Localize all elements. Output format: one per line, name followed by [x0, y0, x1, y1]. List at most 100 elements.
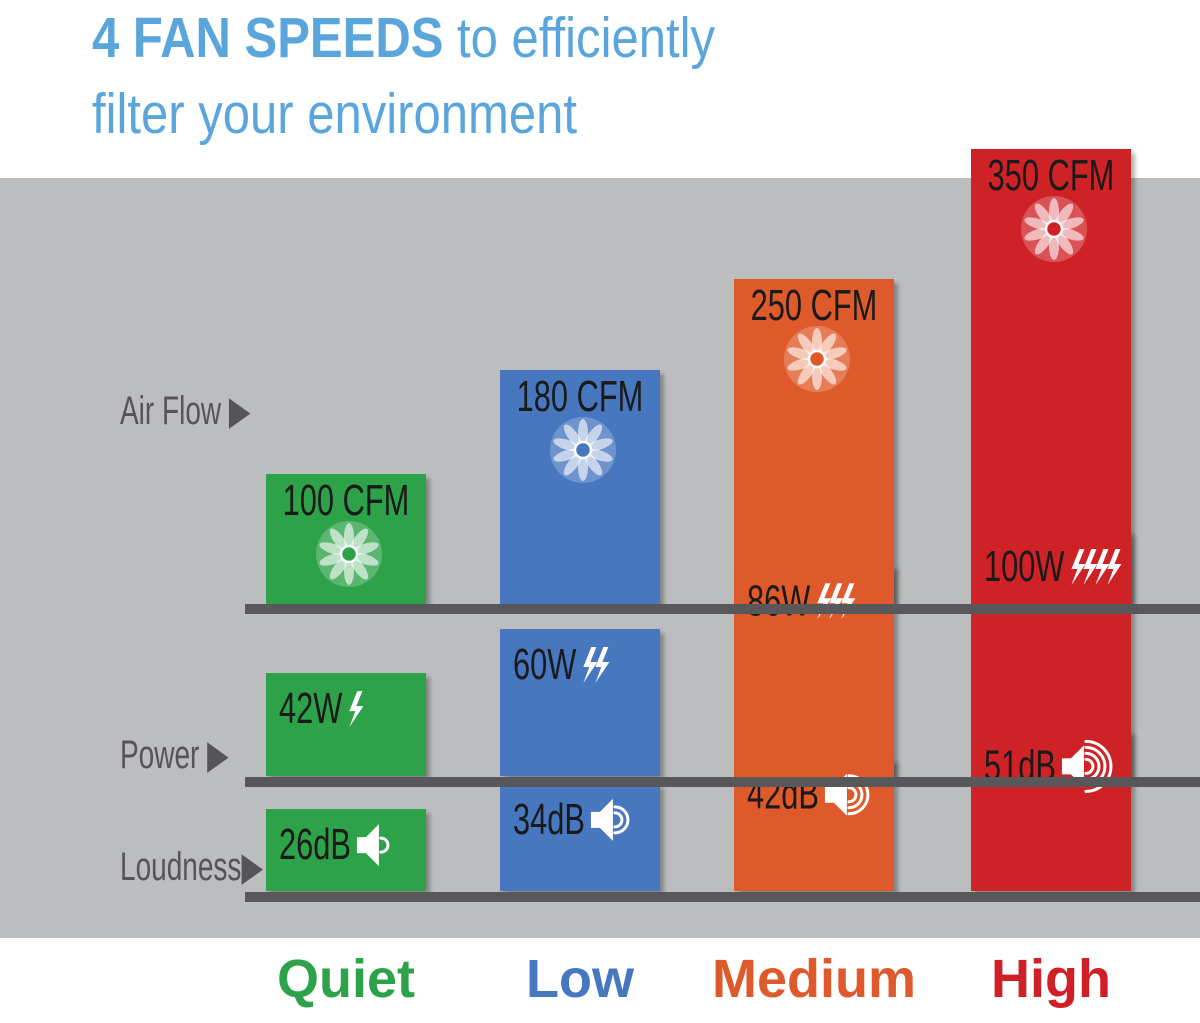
fan-blade — [585, 438, 613, 452]
speaker-wave — [1084, 739, 1113, 793]
lightning-bolt-icon — [1071, 549, 1122, 585]
bolt — [595, 647, 610, 683]
bolt — [1107, 549, 1122, 585]
speaker-icon — [590, 798, 630, 841]
fan-blade — [1034, 231, 1054, 255]
power-bar-medium — [734, 565, 894, 776]
baseline-airflow — [245, 604, 1200, 614]
fan-blade — [819, 357, 847, 371]
fan-blade — [563, 452, 583, 476]
fan-blade — [585, 448, 613, 462]
speed-labels: Quiet Low Medium High — [0, 938, 1200, 1023]
baseline-power — [245, 777, 1200, 787]
bolt — [1071, 549, 1086, 585]
power-row-label-text: Power — [120, 733, 200, 777]
fan-blade — [553, 448, 581, 462]
power-bar-quiet — [266, 673, 426, 776]
fan-hub — [339, 544, 359, 564]
headline-line-2: filter your environment — [92, 82, 577, 146]
airflow-value-label: 250 CFM — [751, 282, 878, 331]
baseline-loudness — [245, 892, 1200, 902]
fan-blade — [797, 361, 817, 385]
fan-blade — [553, 438, 581, 452]
lightning-bolt-icon — [583, 647, 610, 683]
loudness-value-label: 26dB — [279, 821, 351, 870]
fan-blade — [351, 542, 379, 556]
power-bar-low — [500, 629, 660, 776]
fan-icon — [316, 521, 382, 587]
fan-icon — [1021, 196, 1087, 262]
fan-blade — [797, 333, 817, 357]
fan-blade — [817, 333, 837, 357]
power-row-label: Power ▶ — [120, 732, 229, 778]
power-value-label: 60W — [513, 641, 576, 690]
fan-blade — [349, 528, 369, 552]
speaker-icon — [1061, 739, 1113, 793]
loudness-bar-low — [500, 783, 660, 891]
power-value-label: 42W — [279, 685, 342, 734]
fan-blade — [351, 552, 379, 566]
speed-label-low: Low — [526, 949, 634, 1009]
airflow-value-label: 350 CFM — [988, 152, 1115, 201]
power-arrow-icon: ▶ — [207, 733, 229, 777]
fan-blade — [1056, 227, 1084, 241]
airflow-value-label: 180 CFM — [517, 373, 644, 422]
fan-blade — [583, 452, 603, 476]
fan-blade — [349, 556, 369, 580]
fan-blade — [329, 528, 349, 552]
airflow-row-label-text: Air Flow — [120, 389, 222, 433]
loudness-row-label: Loudness▶ — [120, 844, 263, 890]
speaker-icon — [356, 824, 390, 867]
power-value-label: 86W — [747, 577, 810, 626]
fan-blade — [1054, 231, 1074, 255]
speed-label-medium: Medium — [711, 949, 916, 1009]
fan-blade — [319, 542, 347, 556]
fan-blade — [329, 556, 349, 580]
fan-hub — [807, 349, 827, 369]
speaker-body — [1061, 745, 1084, 788]
headline-rest: to efficiently — [443, 6, 716, 70]
fan-blade — [563, 424, 583, 448]
speaker-wave — [613, 811, 624, 829]
fan-blade — [787, 347, 815, 361]
fan-blade — [819, 347, 847, 361]
airflow-bar-low — [500, 370, 660, 604]
fan-blade — [817, 361, 837, 385]
fan-hub — [573, 440, 593, 460]
loudness-bar-quiet — [266, 809, 426, 891]
speed-label-high: High — [991, 949, 1111, 1009]
lightning-bolt-icon — [349, 691, 364, 728]
airflow-value-label: 100 CFM — [283, 477, 410, 526]
headline: 4 FAN SPEEDS to efficiently filter your … — [92, 0, 852, 152]
fan-blade — [1054, 203, 1074, 227]
power-value-label: 100W — [984, 543, 1065, 592]
headline-emphasis: 4 FAN SPEEDS — [92, 6, 444, 70]
fan-blade — [1024, 217, 1052, 231]
speaker-wave — [847, 786, 858, 804]
fan-blade — [1034, 203, 1054, 227]
loudness-value-label: 34dB — [513, 796, 585, 845]
fan-blade — [787, 357, 815, 371]
speaker-wave — [1084, 757, 1095, 775]
loudness-bar-high — [971, 730, 1131, 891]
headline-line-1: 4 FAN SPEEDS to efficiently — [92, 0, 746, 76]
loudness-row-label-text: Loudness — [120, 845, 242, 889]
airflow-row-label: Air Flow ▶ — [120, 388, 250, 434]
fan-hub — [1044, 219, 1064, 239]
bolt — [349, 691, 364, 728]
speaker-wave — [379, 836, 390, 854]
speaker-wave — [613, 805, 630, 835]
fan-blade — [319, 552, 347, 566]
fan-icon — [550, 417, 616, 483]
bolt — [583, 647, 598, 683]
speaker-body — [356, 824, 379, 867]
fan-blade — [1056, 217, 1084, 231]
bolt — [1095, 549, 1110, 585]
speed-label-quiet: Quiet — [276, 949, 415, 1009]
fan-blade — [1024, 227, 1052, 241]
loudness-arrow-icon: ▶ — [241, 845, 263, 889]
speaker-body — [590, 798, 613, 841]
bolt — [1083, 549, 1098, 585]
fan-blade — [583, 424, 603, 448]
